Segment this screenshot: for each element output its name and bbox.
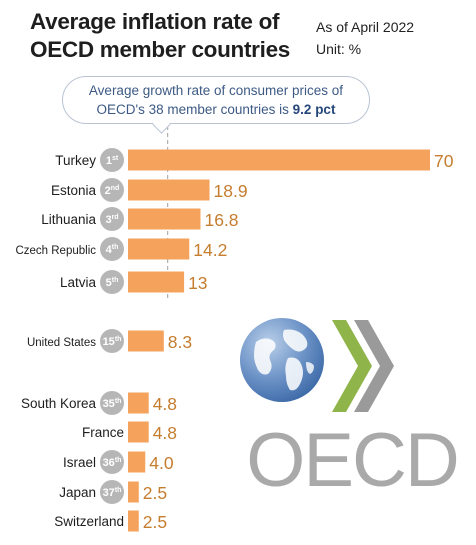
rank-badge — [100, 480, 124, 504]
rank-badge — [100, 207, 124, 231]
rank-badge — [100, 450, 124, 474]
chart-title: Average inflation rate of OECD member co… — [30, 8, 310, 64]
value-label: 18.9 — [214, 181, 248, 201]
rank-badge — [100, 237, 124, 261]
bar-estonia — [128, 179, 210, 201]
category-label: Czech Republic — [15, 245, 96, 257]
callout-line-2-text: OECD's 38 member countries is — [96, 102, 293, 117]
category-label: Estonia — [51, 183, 97, 198]
bar-united-states — [128, 330, 164, 352]
rank-badge — [100, 148, 124, 172]
category-label: Turkey — [55, 153, 96, 168]
bar-south-korea — [128, 392, 149, 414]
category-label: Lithuania — [41, 212, 96, 227]
bar-israel — [128, 451, 146, 473]
category-label: France — [82, 425, 124, 440]
category-label: South Korea — [21, 396, 97, 411]
category-label: Israel — [63, 455, 96, 470]
rank-badge-text: 2nd — [105, 185, 120, 197]
chart-meta: As of April 2022 Unit: % — [316, 16, 414, 60]
callout-line-1: Average growth rate of consumer prices o… — [88, 83, 344, 98]
value-label: 70 — [434, 151, 454, 171]
rank-badge — [100, 391, 124, 415]
bar-czech-republic — [128, 238, 190, 260]
rank-badge-text: 37th — [103, 487, 122, 499]
value-label: 4.8 — [153, 423, 177, 443]
category-label: Latvia — [60, 275, 97, 290]
title-line-2: OECD member countries — [30, 37, 291, 62]
rank-badge-text: 15th — [103, 336, 122, 348]
value-label: 2.5 — [143, 512, 167, 532]
bar-turkey — [128, 149, 430, 171]
bar-japan — [128, 481, 139, 503]
rank-badge-text: 5th — [106, 277, 119, 289]
rank-badge-text: 1st — [106, 155, 119, 167]
rank-badge — [100, 270, 124, 294]
rank-badge — [100, 329, 124, 353]
as-of-date: As of April 2022 — [316, 19, 415, 35]
bar-france — [128, 421, 149, 443]
chart-rows: Turkey 1st 70 Estonia 2nd 18.9 Lithuania 3rd 16.… — [15, 148, 454, 532]
bar-lithuania — [128, 208, 201, 230]
rank-badge-text: 36th — [103, 457, 122, 469]
average-callout: Average growth rate of consumer prices o… — [62, 76, 370, 124]
value-label: 4.8 — [153, 394, 177, 414]
category-label: Japan — [59, 485, 96, 500]
oecd-chevrons-icon — [332, 320, 394, 412]
title-line-1: Average inflation rate of — [30, 9, 280, 34]
category-label: United States — [27, 337, 96, 349]
rank-badge-text: 3rd — [105, 214, 118, 226]
value-label: 14.2 — [193, 240, 227, 260]
oecd-logo: OECD — [240, 318, 460, 498]
value-label: 2.5 — [143, 483, 167, 503]
oecd-logo-text: OECD — [246, 418, 458, 498]
bar-latvia — [128, 271, 185, 293]
callout-line-2: OECD's 38 member countries is 9.2 pct — [63, 100, 369, 119]
unit-label: Unit: % — [316, 41, 362, 57]
callout-average-value: 9.2 pct — [292, 102, 336, 117]
value-label: 8.3 — [168, 332, 192, 352]
rank-badge — [100, 178, 124, 202]
rank-badge-text: 4th — [106, 244, 119, 256]
category-label: Switzerland — [54, 514, 124, 529]
rank-badge-text: 35th — [103, 398, 122, 410]
value-label: 4.0 — [149, 453, 174, 473]
globe-icon — [240, 318, 324, 402]
value-label: 16.8 — [204, 210, 238, 230]
value-label: 13 — [188, 273, 207, 293]
bar-switzerland — [128, 510, 139, 532]
